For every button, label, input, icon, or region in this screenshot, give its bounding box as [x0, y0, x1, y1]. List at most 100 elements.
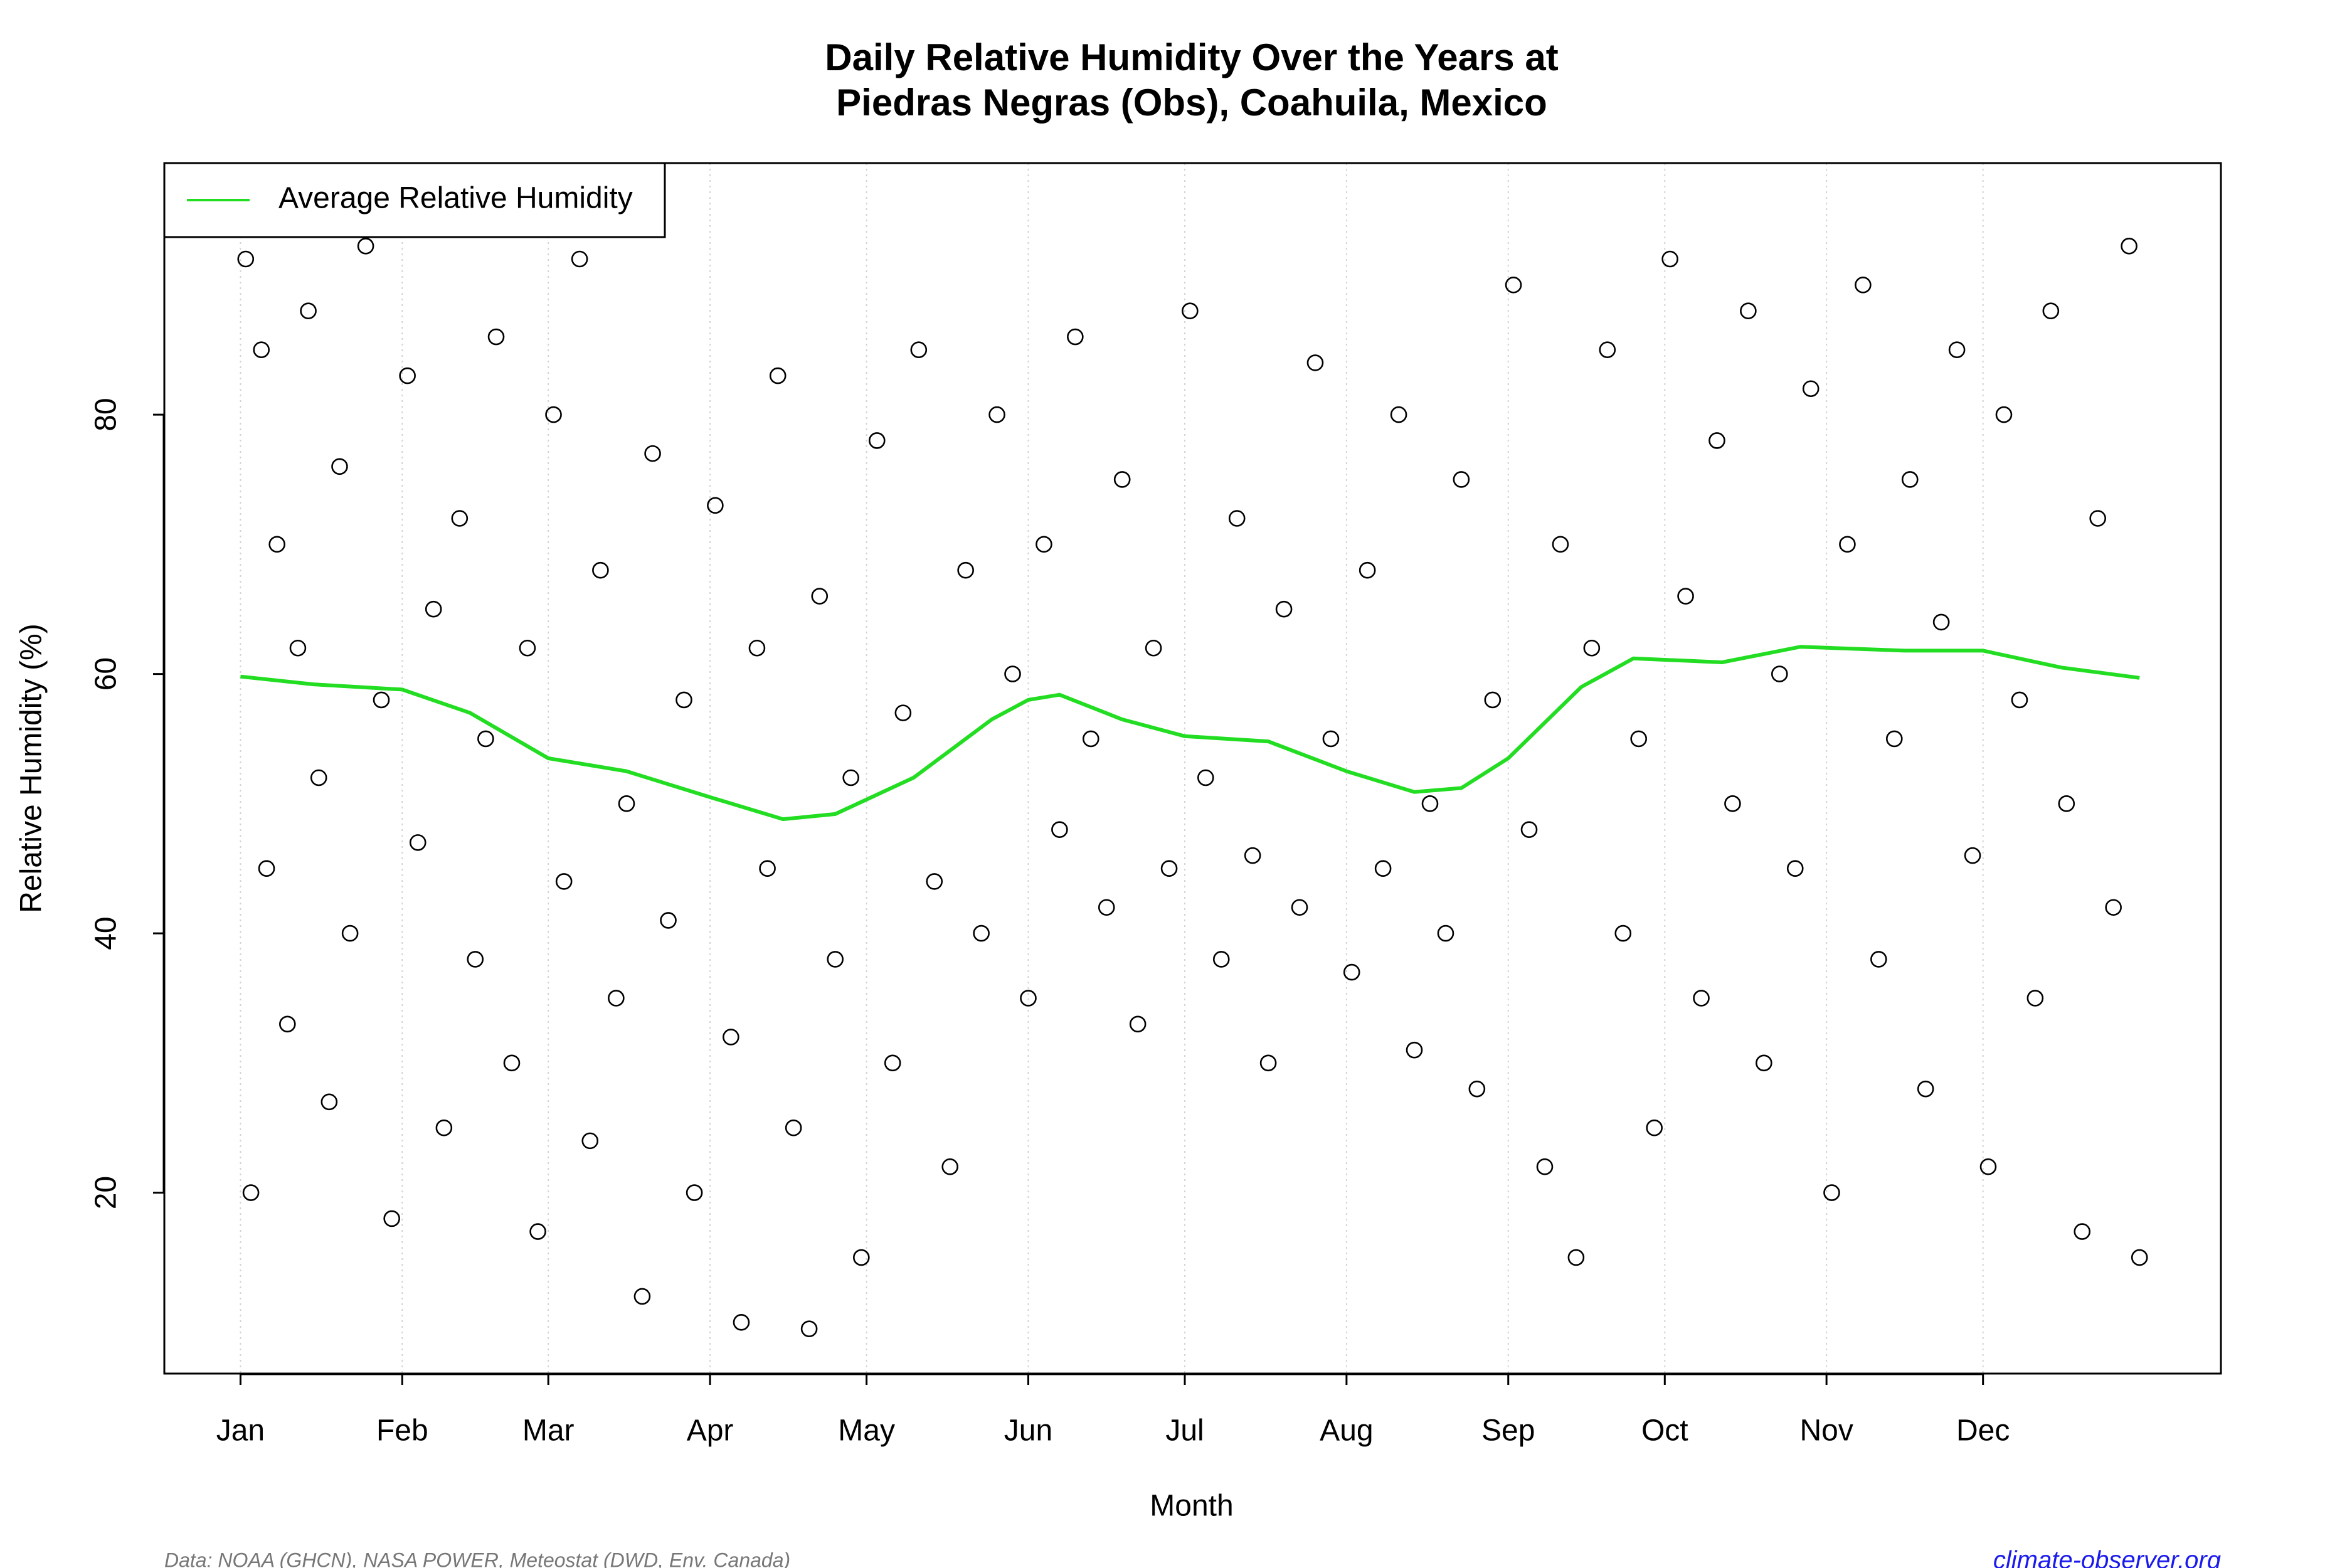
data-point — [1661, 250, 1678, 268]
data-point — [1421, 795, 1439, 812]
legend-label: Average Relative Humidity — [278, 182, 633, 215]
data-point — [435, 1119, 453, 1136]
data-point — [1228, 510, 1246, 527]
data-point — [1520, 821, 1538, 838]
x-tick-label: Feb — [376, 1414, 428, 1448]
data-point — [529, 1223, 546, 1240]
data-point — [1113, 471, 1131, 488]
data-point — [1917, 1080, 1934, 1098]
points — [237, 238, 2148, 1337]
x-tick-label: Jun — [1004, 1414, 1052, 1448]
data-point — [1802, 380, 1820, 398]
y-tick-label: 80 — [90, 398, 123, 431]
data-point — [1322, 730, 1340, 748]
data-point — [941, 1158, 959, 1175]
data-point — [467, 951, 484, 968]
data-point — [973, 924, 990, 942]
data-point — [2074, 1223, 2091, 1240]
x-tick-label: May — [838, 1414, 895, 1448]
data-point — [1182, 302, 1199, 319]
data-point — [425, 600, 442, 618]
x-tick-label: Oct — [1641, 1414, 1688, 1448]
data-point — [1536, 1158, 1554, 1175]
credit[interactable]: climate-observer.org — [1993, 1547, 2221, 1568]
data-point — [1786, 860, 1804, 877]
data-point — [894, 704, 912, 721]
data-point — [1583, 639, 1601, 657]
x-tick-label: Mar — [522, 1414, 575, 1448]
data-point — [581, 1132, 599, 1150]
data-point — [571, 250, 588, 268]
data-point — [842, 769, 859, 787]
y-tick-label: 40 — [90, 916, 123, 950]
data-point — [723, 1029, 739, 1046]
data-point — [1453, 471, 1470, 488]
data-point — [1259, 1054, 1277, 1072]
data-point — [268, 536, 285, 553]
data-point — [1390, 406, 1407, 423]
data-point — [320, 1093, 338, 1111]
chart-title: Daily Relative Humidity Over the Years a… — [825, 36, 1558, 78]
data-point — [477, 730, 494, 748]
data-point — [1932, 613, 1950, 631]
data-point — [383, 1210, 400, 1227]
data-point — [1359, 561, 1376, 579]
data-point — [331, 458, 348, 475]
data-point — [1552, 536, 1569, 553]
data-point — [2011, 691, 2028, 709]
data-point — [1630, 730, 1647, 748]
data-point — [660, 912, 677, 929]
x-tick-label: Apr — [687, 1414, 734, 1448]
data-point — [633, 1288, 651, 1305]
data-point — [811, 588, 829, 605]
data-point — [868, 432, 886, 449]
data-point — [2121, 238, 2137, 255]
data-point — [2089, 510, 2106, 527]
data-point — [1275, 600, 1293, 618]
data-point — [289, 639, 307, 657]
data-point — [1244, 847, 1261, 864]
data-point — [399, 367, 416, 384]
data-point — [1004, 665, 1021, 682]
x-tick-label: Sep — [1481, 1414, 1535, 1448]
data-point — [785, 1119, 802, 1136]
data-point — [2042, 302, 2060, 319]
x-tick-label: Aug — [1320, 1414, 1373, 1448]
axes: Jan Feb Mar Apr May Jun Jul Aug Sep Oct Nov Dec 20 40… — [90, 398, 2010, 1447]
data-point — [1979, 1158, 1997, 1175]
data-point — [1484, 691, 1502, 709]
data-point — [675, 691, 692, 709]
data-point — [1823, 1184, 1840, 1201]
data-point — [1036, 536, 1052, 553]
data-point — [1145, 639, 1162, 657]
chart-title: Piedras Negras (Obs), Coahuila, Mexico — [836, 82, 1547, 124]
data-point — [237, 250, 255, 268]
data-point — [1160, 860, 1178, 877]
data-point — [2131, 1249, 2148, 1266]
data-point — [258, 860, 275, 877]
data-point — [1505, 277, 1522, 294]
data-point — [1693, 990, 1710, 1007]
data-point — [748, 639, 766, 657]
x-axis-label: Month — [1150, 1490, 1233, 1523]
data-point — [926, 873, 943, 890]
data-point — [1437, 924, 1454, 942]
data-point — [1082, 730, 1099, 748]
data-point — [957, 561, 974, 579]
data-point — [1756, 1054, 1772, 1072]
data-point — [1306, 354, 1324, 371]
data-point — [300, 302, 317, 319]
data-point — [686, 1184, 703, 1201]
data-point — [1964, 847, 1981, 864]
average-line — [240, 645, 2140, 822]
data-point — [409, 834, 426, 851]
data-point — [1614, 924, 1632, 942]
data-point — [988, 406, 1005, 423]
data-point — [451, 510, 469, 527]
data-point — [1995, 406, 2013, 423]
data-point — [827, 951, 844, 968]
x-tick-label: Jan — [216, 1414, 265, 1448]
data-point — [1197, 769, 1214, 787]
